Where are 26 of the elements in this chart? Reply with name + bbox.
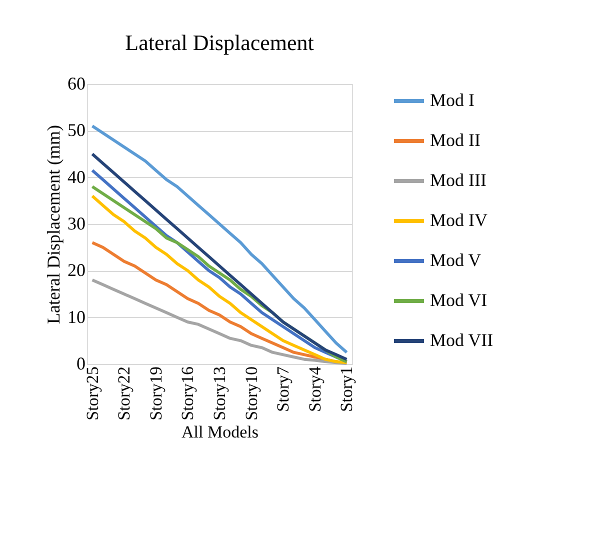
legend-label: Mod III <box>430 170 486 190</box>
x-tick-label: Story16 <box>178 366 198 420</box>
y-tick-label: 30 <box>68 214 86 234</box>
x-tick-label: Story4 <box>305 366 324 412</box>
x-tick-label: Story7 <box>274 366 293 412</box>
legend-label: Mod I <box>430 90 475 110</box>
y-tick-label: 20 <box>68 260 86 280</box>
x-tick-label: Story10 <box>242 366 261 420</box>
x-tick-label: Story19 <box>146 366 166 420</box>
line-series <box>90 278 348 366</box>
legend-label: Mod VII <box>430 330 494 350</box>
x-tick-label: Story13 <box>210 366 229 420</box>
legend-label: Mod VI <box>430 290 488 310</box>
legend-label: Mod V <box>430 250 482 270</box>
y-axis-title: Lateral Displacement (mm) <box>44 125 64 324</box>
y-tick-label: 10 <box>68 306 86 327</box>
y-tick-label: 60 <box>68 74 86 94</box>
y-tick-label: 40 <box>68 166 86 187</box>
y-tick-label: 50 <box>68 120 86 140</box>
x-tick-label: Story1 <box>337 366 356 412</box>
legend-label: Mod II <box>430 130 480 150</box>
x-tick-label: Story22 <box>114 366 134 420</box>
y-tick-label: 0 <box>76 354 86 374</box>
chart-title: Lateral Displacement <box>125 30 314 55</box>
x-axis-title: All Models <box>182 422 258 442</box>
legend-label: Mod IV <box>430 210 488 230</box>
